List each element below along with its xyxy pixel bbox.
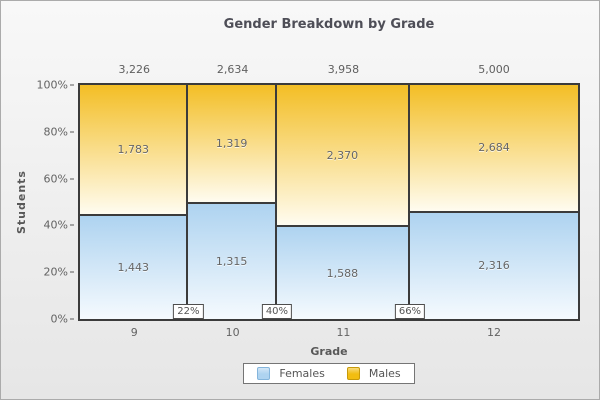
females-segment: 1,315 bbox=[188, 202, 275, 319]
column-total-label: 2,634 bbox=[216, 63, 249, 76]
y-tick-label: 20% bbox=[43, 265, 68, 279]
y-tick-label: 0% bbox=[50, 312, 68, 326]
y-tick-mark bbox=[70, 224, 74, 226]
males-segment: 1,783 bbox=[80, 85, 187, 215]
y-axis-ticks: 100% 80% 60% 40% 20% 0% bbox=[1, 79, 76, 326]
males-value-label: 1,783 bbox=[117, 143, 149, 157]
y-tick-label: 100% bbox=[36, 78, 68, 92]
males-segment: 2,684 bbox=[409, 85, 578, 211]
x-tick-label: 10 bbox=[225, 326, 240, 339]
legend-label-males: Males bbox=[368, 367, 401, 380]
females-value-label: 1,315 bbox=[215, 255, 248, 269]
males-segment: 1,319 bbox=[188, 85, 275, 203]
cumulative-percent-box: 40% bbox=[261, 304, 293, 319]
females-swatch-icon bbox=[257, 367, 271, 380]
x-tick-label: 12 bbox=[486, 326, 501, 339]
cumulative-percent-box: 22% bbox=[173, 304, 204, 319]
mosaic-column-11: 2,370 1,588 bbox=[276, 85, 410, 319]
x-axis-ticks: 9 10 11 12 bbox=[80, 326, 578, 340]
males-segment: 2,370 bbox=[276, 85, 408, 226]
x-tick-label: 9 bbox=[130, 326, 138, 339]
y-tick-mark bbox=[70, 84, 74, 86]
females-segment: 2,316 bbox=[409, 210, 578, 319]
legend-item-males[interactable]: Males bbox=[346, 367, 401, 380]
females-value-label: 2,316 bbox=[478, 259, 510, 273]
y-tick-mark bbox=[70, 271, 74, 273]
column-total-label: 3,226 bbox=[118, 63, 150, 76]
y-tick-label: 40% bbox=[43, 218, 68, 232]
legend: Females Males bbox=[243, 363, 415, 384]
y-tick-label: 80% bbox=[43, 125, 68, 139]
legend-label-females: Females bbox=[279, 367, 325, 380]
column-total-label: 3,958 bbox=[327, 63, 360, 76]
column-total-label: 5,000 bbox=[478, 63, 510, 76]
y-tick-mark bbox=[70, 318, 74, 320]
y-tick-mark bbox=[70, 178, 74, 180]
males-swatch-icon bbox=[346, 367, 360, 380]
x-tick-label: 11 bbox=[336, 326, 351, 339]
column-totals-row: 3,226 2,634 3,958 5,000 bbox=[80, 63, 578, 79]
cumulative-percent-box: 66% bbox=[394, 304, 426, 319]
chart-title: Gender Breakdown by Grade bbox=[223, 17, 435, 32]
males-value-label: 2,370 bbox=[326, 148, 359, 162]
males-value-label: 2,684 bbox=[478, 141, 510, 155]
females-segment: 1,588 bbox=[276, 225, 408, 319]
legend-row: Females Males bbox=[80, 363, 578, 384]
mosaic-column-10: 1,319 1,315 bbox=[188, 85, 277, 319]
mosaic-plot: 1,783 1,443 1,319 1,315 2,370 1,588 2,684 2,316… bbox=[78, 83, 580, 321]
x-axis-title: Grade bbox=[310, 345, 348, 358]
mosaic-column-9: 1,783 1,443 bbox=[80, 85, 189, 319]
females-value-label: 1,443 bbox=[117, 261, 149, 275]
y-tick-label: 60% bbox=[43, 172, 68, 186]
legend-item-females[interactable]: Females bbox=[257, 367, 325, 380]
females-value-label: 1,588 bbox=[326, 266, 359, 280]
y-tick-mark bbox=[70, 131, 74, 133]
females-segment: 1,443 bbox=[80, 214, 187, 319]
mosaic-column-12: 2,684 2,316 bbox=[409, 85, 578, 319]
males-value-label: 1,319 bbox=[215, 137, 248, 151]
